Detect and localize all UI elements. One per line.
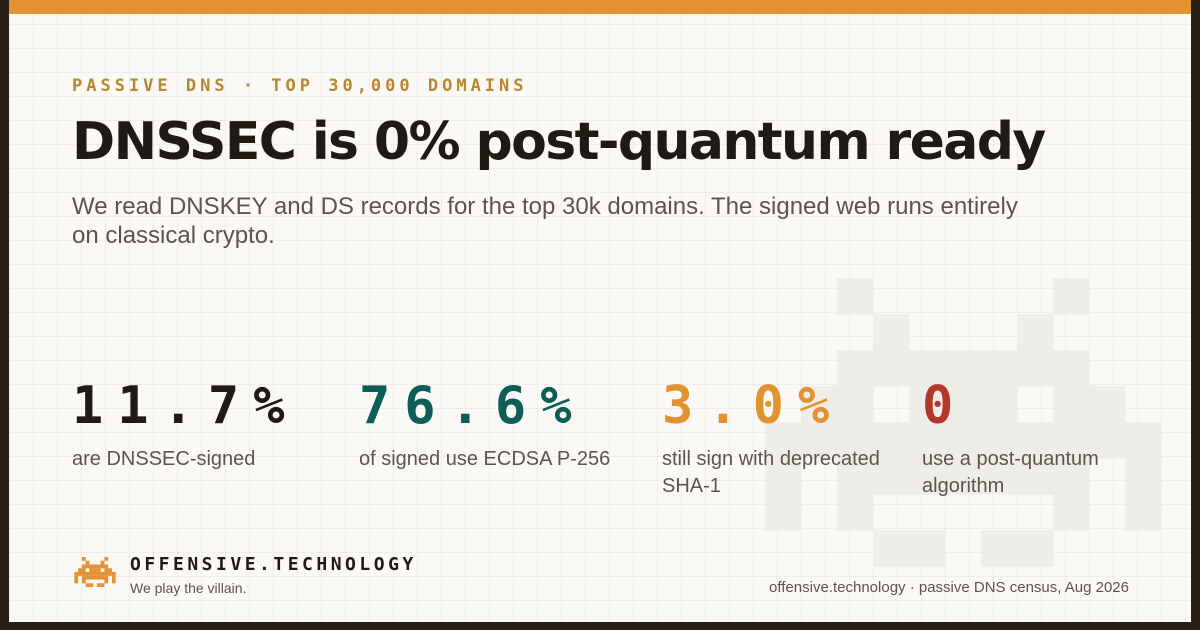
stat-label: still sign with deprecated SHA-1 bbox=[662, 448, 880, 497]
space-invader-icon bbox=[74, 557, 116, 587]
background-invader-icon bbox=[765, 278, 1162, 567]
stat-value: 0 bbox=[922, 376, 968, 436]
stat-value: 3.0% bbox=[662, 376, 844, 436]
eyebrow-label: PASSIVE DNS · TOP 30,000 DOMAINS bbox=[72, 76, 528, 96]
stat-ecdsa: 76.6% of signed use ECDSA P-256 bbox=[359, 380, 617, 473]
page-title: DNSSEC is 0% post-quantum ready bbox=[72, 112, 1046, 172]
stat-sha1: 3.0% still sign with deprecated SHA-1 bbox=[662, 380, 892, 500]
stat-value: 11.7% bbox=[72, 376, 299, 436]
brand-tagline: We play the villain. bbox=[130, 580, 247, 596]
brand-name: OFFENSIVE.TECHNOLOGY bbox=[130, 554, 417, 575]
stat-signed: 11.7% are DNSSEC-signed bbox=[72, 380, 332, 473]
subheadline: We read DNSKEY and DS records for the to… bbox=[72, 193, 1018, 249]
stat-label: of signed use ECDSA P-256 bbox=[359, 448, 611, 470]
stat-value: 76.6% bbox=[359, 376, 586, 436]
source-footnote: offensive.technology · passive DNS censu… bbox=[769, 579, 1129, 596]
stat-post-quantum: 0 use a post-quantum algorithm bbox=[922, 380, 1152, 500]
stat-label: are DNSSEC-signed bbox=[72, 448, 256, 470]
stat-label: use a post-quantum algorithm bbox=[922, 448, 1099, 497]
accent-bar bbox=[9, 0, 1191, 14]
